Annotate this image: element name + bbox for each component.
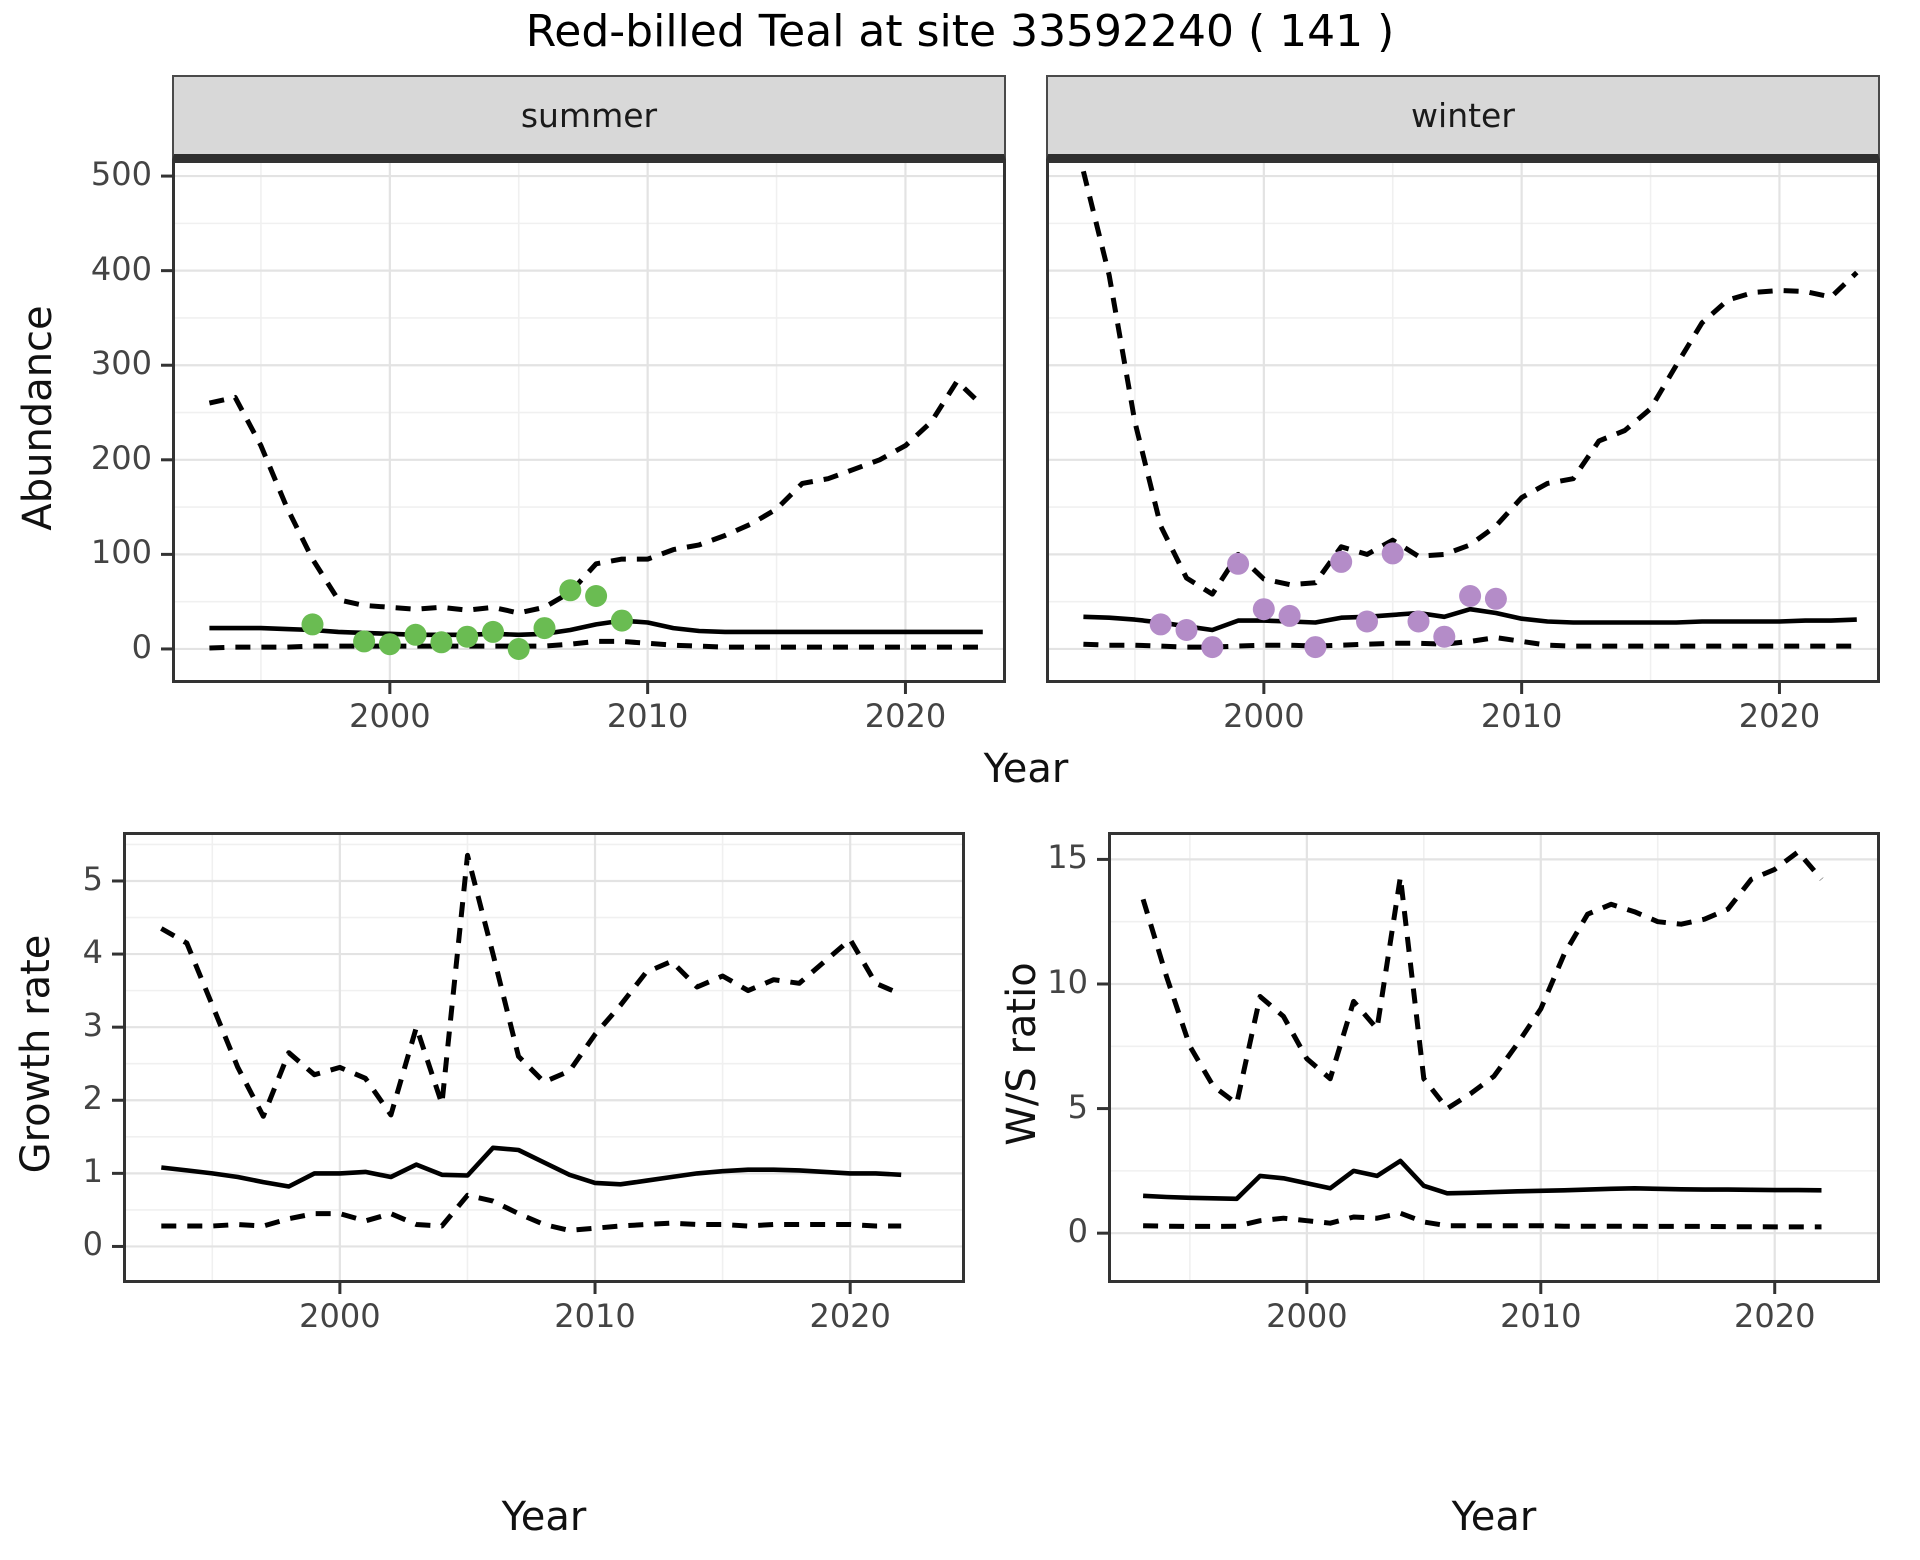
y-tick-label: 0 xyxy=(131,627,152,666)
data-point xyxy=(1175,619,1198,641)
panel-border xyxy=(123,832,965,1283)
x-tick-label: 2010 xyxy=(1480,697,1563,735)
data-point xyxy=(1304,636,1327,659)
data-point xyxy=(585,585,608,607)
plot-panel-svg xyxy=(1097,832,1880,1294)
plot-panel-svg xyxy=(112,832,965,1294)
y-tick-label: 0 xyxy=(1067,1212,1088,1251)
y-tick-label: 300 xyxy=(90,344,152,383)
facet-strip-summer-label: summer xyxy=(520,96,658,135)
x-tick-label: 2000 xyxy=(299,1297,381,1335)
series-line-upper_ci xyxy=(1080,170,1859,597)
x-tick-label: 2020 xyxy=(1738,697,1821,735)
series-line-upper_ci xyxy=(160,852,903,1119)
x-tick-label: 2010 xyxy=(606,697,689,735)
series-line-median xyxy=(1142,1158,1822,1202)
data-point xyxy=(404,623,427,646)
x-tick-label: 2000 xyxy=(1223,697,1305,735)
x-axis-title-year-top: Year xyxy=(983,746,1069,792)
data-point xyxy=(1407,610,1430,633)
data-point xyxy=(1252,598,1275,621)
x-tick-label: 2000 xyxy=(1266,1297,1348,1335)
data-point xyxy=(1149,613,1172,636)
x-tick-label: 2000 xyxy=(349,697,431,735)
series-line-lower_ci xyxy=(1083,635,1857,650)
data-point xyxy=(610,609,633,632)
data-point xyxy=(301,613,324,636)
plot-panel-svg xyxy=(161,160,1006,694)
chart-title: Red-billed Teal at site 33592240 ( 141 ) xyxy=(525,6,1395,57)
y-tick-label: 400 xyxy=(90,249,152,288)
x-axis-title-year-bottom-right: Year xyxy=(1451,1494,1537,1540)
y-tick-label: 15 xyxy=(1047,838,1088,877)
y-tick-label: 4 xyxy=(82,933,103,972)
x-tick-label: 2010 xyxy=(554,1297,636,1335)
data-point xyxy=(456,625,479,648)
y-tick-label: 3 xyxy=(82,1006,103,1045)
facet-strip-winter-label: winter xyxy=(1411,96,1515,135)
facet-strip-winter: winter xyxy=(1046,75,1880,160)
series-line-upper_ci xyxy=(208,378,985,616)
panel-border xyxy=(1108,832,1880,1283)
series-line-lower_ci xyxy=(1143,1210,1822,1230)
x-tick-label: 2020 xyxy=(1734,1297,1816,1335)
data-point xyxy=(1201,636,1224,659)
data-point xyxy=(559,579,582,602)
y-tick-label: 5 xyxy=(82,859,103,898)
panel-border xyxy=(1046,160,1880,683)
y-tick-label: 10 xyxy=(1047,962,1088,1001)
data-point xyxy=(533,617,556,640)
panel-abundance-winter xyxy=(1046,160,1880,694)
x-axis-title-year-bottom-left: Year xyxy=(501,1494,587,1540)
panel-abundance-summer xyxy=(161,160,1006,694)
y-axis-title-abundance: Abundance xyxy=(15,305,61,531)
y-tick-label: 5 xyxy=(1067,1087,1088,1126)
y-tick-label: 200 xyxy=(90,438,152,477)
data-point xyxy=(353,630,376,653)
series-line-median xyxy=(209,618,983,638)
data-point xyxy=(1227,552,1250,575)
data-point xyxy=(1459,585,1482,607)
series-line-lower_ci xyxy=(209,638,983,651)
data-point xyxy=(1330,550,1353,573)
x-tick-label: 2020 xyxy=(864,697,947,735)
data-point xyxy=(482,620,504,643)
y-tick-label: 500 xyxy=(90,155,152,194)
data-point xyxy=(1484,587,1507,610)
plot-panel-svg xyxy=(1046,160,1880,694)
x-tick-label: 2020 xyxy=(809,1297,891,1335)
x-tick-label: 2010 xyxy=(1500,1297,1582,1335)
panel-ws-ratio xyxy=(1097,832,1880,1294)
facet-strip-summer: summer xyxy=(172,75,1006,160)
y-tick-label: 2 xyxy=(82,1079,103,1118)
data-point xyxy=(1433,625,1456,648)
data-point xyxy=(430,631,453,654)
y-tick-label: 0 xyxy=(82,1225,103,1264)
data-point xyxy=(507,638,530,660)
series-line-median xyxy=(1083,606,1857,633)
series-line-upper_ci xyxy=(1140,849,1824,1112)
series-line-lower_ci xyxy=(161,1192,902,1233)
y-tick-label: 1 xyxy=(82,1152,103,1191)
data-point xyxy=(1356,610,1378,633)
panel-border xyxy=(172,160,1006,683)
data-point xyxy=(378,633,401,656)
data-point xyxy=(1278,604,1301,627)
data-point xyxy=(1381,542,1404,565)
panel-growth-rate xyxy=(112,832,965,1294)
y-tick-label: 100 xyxy=(90,533,152,572)
series-line-median xyxy=(161,1145,902,1189)
